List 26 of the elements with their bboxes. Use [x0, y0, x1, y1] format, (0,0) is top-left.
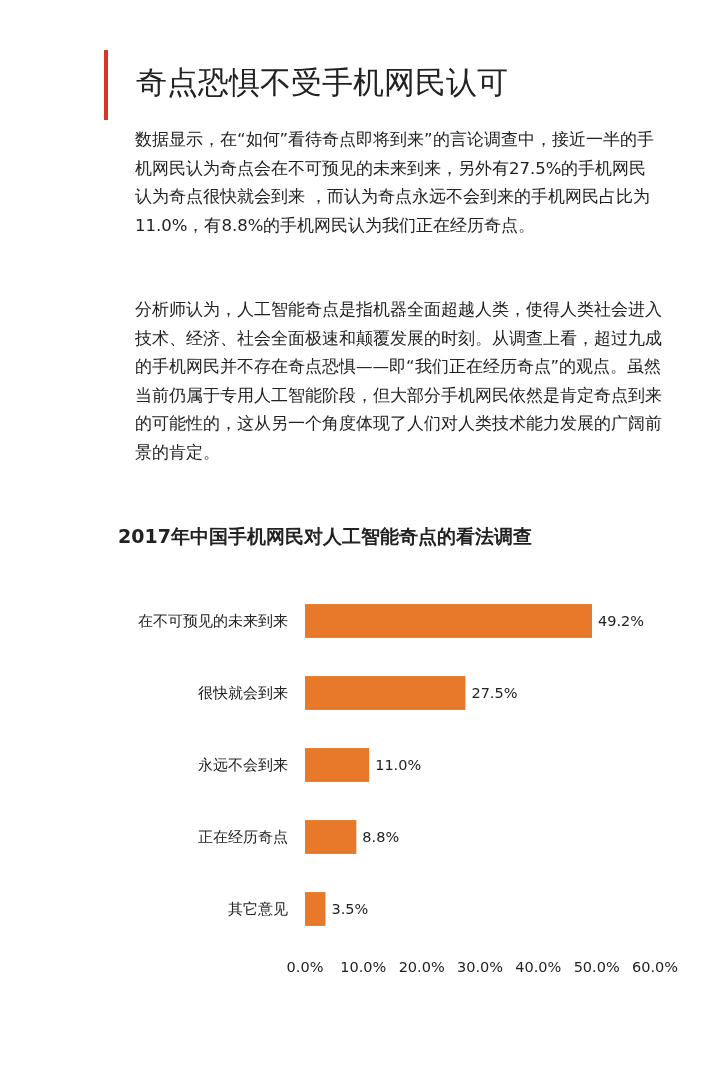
y-tick-label: 很快就会到来 — [198, 685, 288, 701]
data-label: 3.5% — [331, 901, 369, 917]
text: 分析师认为，人工智能奇点是指机器全面超越人类，使得人类社会进入技术、经济、社会全面极速和颠覆发展的时刻。从调查上看，超过九成的手机网民并不存在奇点恐惧——即“我们正在经历奇点”的观点。虽然当前仍属于专用人工智能阶段，但大部分手机网民依然是肯定奇点到来的可能性的，这从另一个角度体现了人们对人类技术能力发展的广阔前景的肯定。 — [135, 299, 663, 464]
x-tick-label: 30.0% — [456, 959, 504, 975]
bar — [305, 676, 466, 710]
y-tick-label: 永远不会到来 — [198, 757, 288, 773]
x-tick-label: 50.0% — [573, 959, 620, 975]
bar — [305, 892, 326, 926]
y-tick-label: 在不可预见的未来到来 — [138, 613, 288, 629]
text: 数据显示，在“如何”看待奇点即将到来”的言论调查中，接近一半的手机网民认为奇点会在不可预见的未来到来，另外有27.5%的手机网民认为奇点很快就会到来 ，而认为奇点永远不会到来的手机网民占比为11.0%，有8.8%的手机网民认为我们正在经历奇点。 — [135, 129, 655, 237]
x-tick-label: 60.0% — [631, 959, 679, 975]
x-tick-label: 40.0% — [515, 959, 562, 975]
data-label: 27.5% — [471, 685, 518, 701]
y-tick-label: 正在经历奇点 — [198, 829, 288, 845]
bar — [305, 820, 357, 854]
data-label: 11.0% — [375, 757, 422, 773]
y-tick-label: 其它意见 — [228, 901, 288, 917]
x-tick-label: 0.0% — [286, 959, 324, 975]
x-tick-label: 20.0% — [398, 959, 445, 975]
data-label: 49.2% — [598, 613, 645, 629]
chart-title: 奇点恐惧不受手机网民认可 — [104, 50, 508, 120]
chart-subtitle: 2017年中国手机网民对人工智能奇点的看法调查 — [118, 524, 532, 549]
data-label: 8.8% — [362, 829, 400, 845]
bar — [305, 748, 370, 782]
bar — [305, 604, 592, 638]
x-tick-label: 10.0% — [340, 959, 387, 975]
